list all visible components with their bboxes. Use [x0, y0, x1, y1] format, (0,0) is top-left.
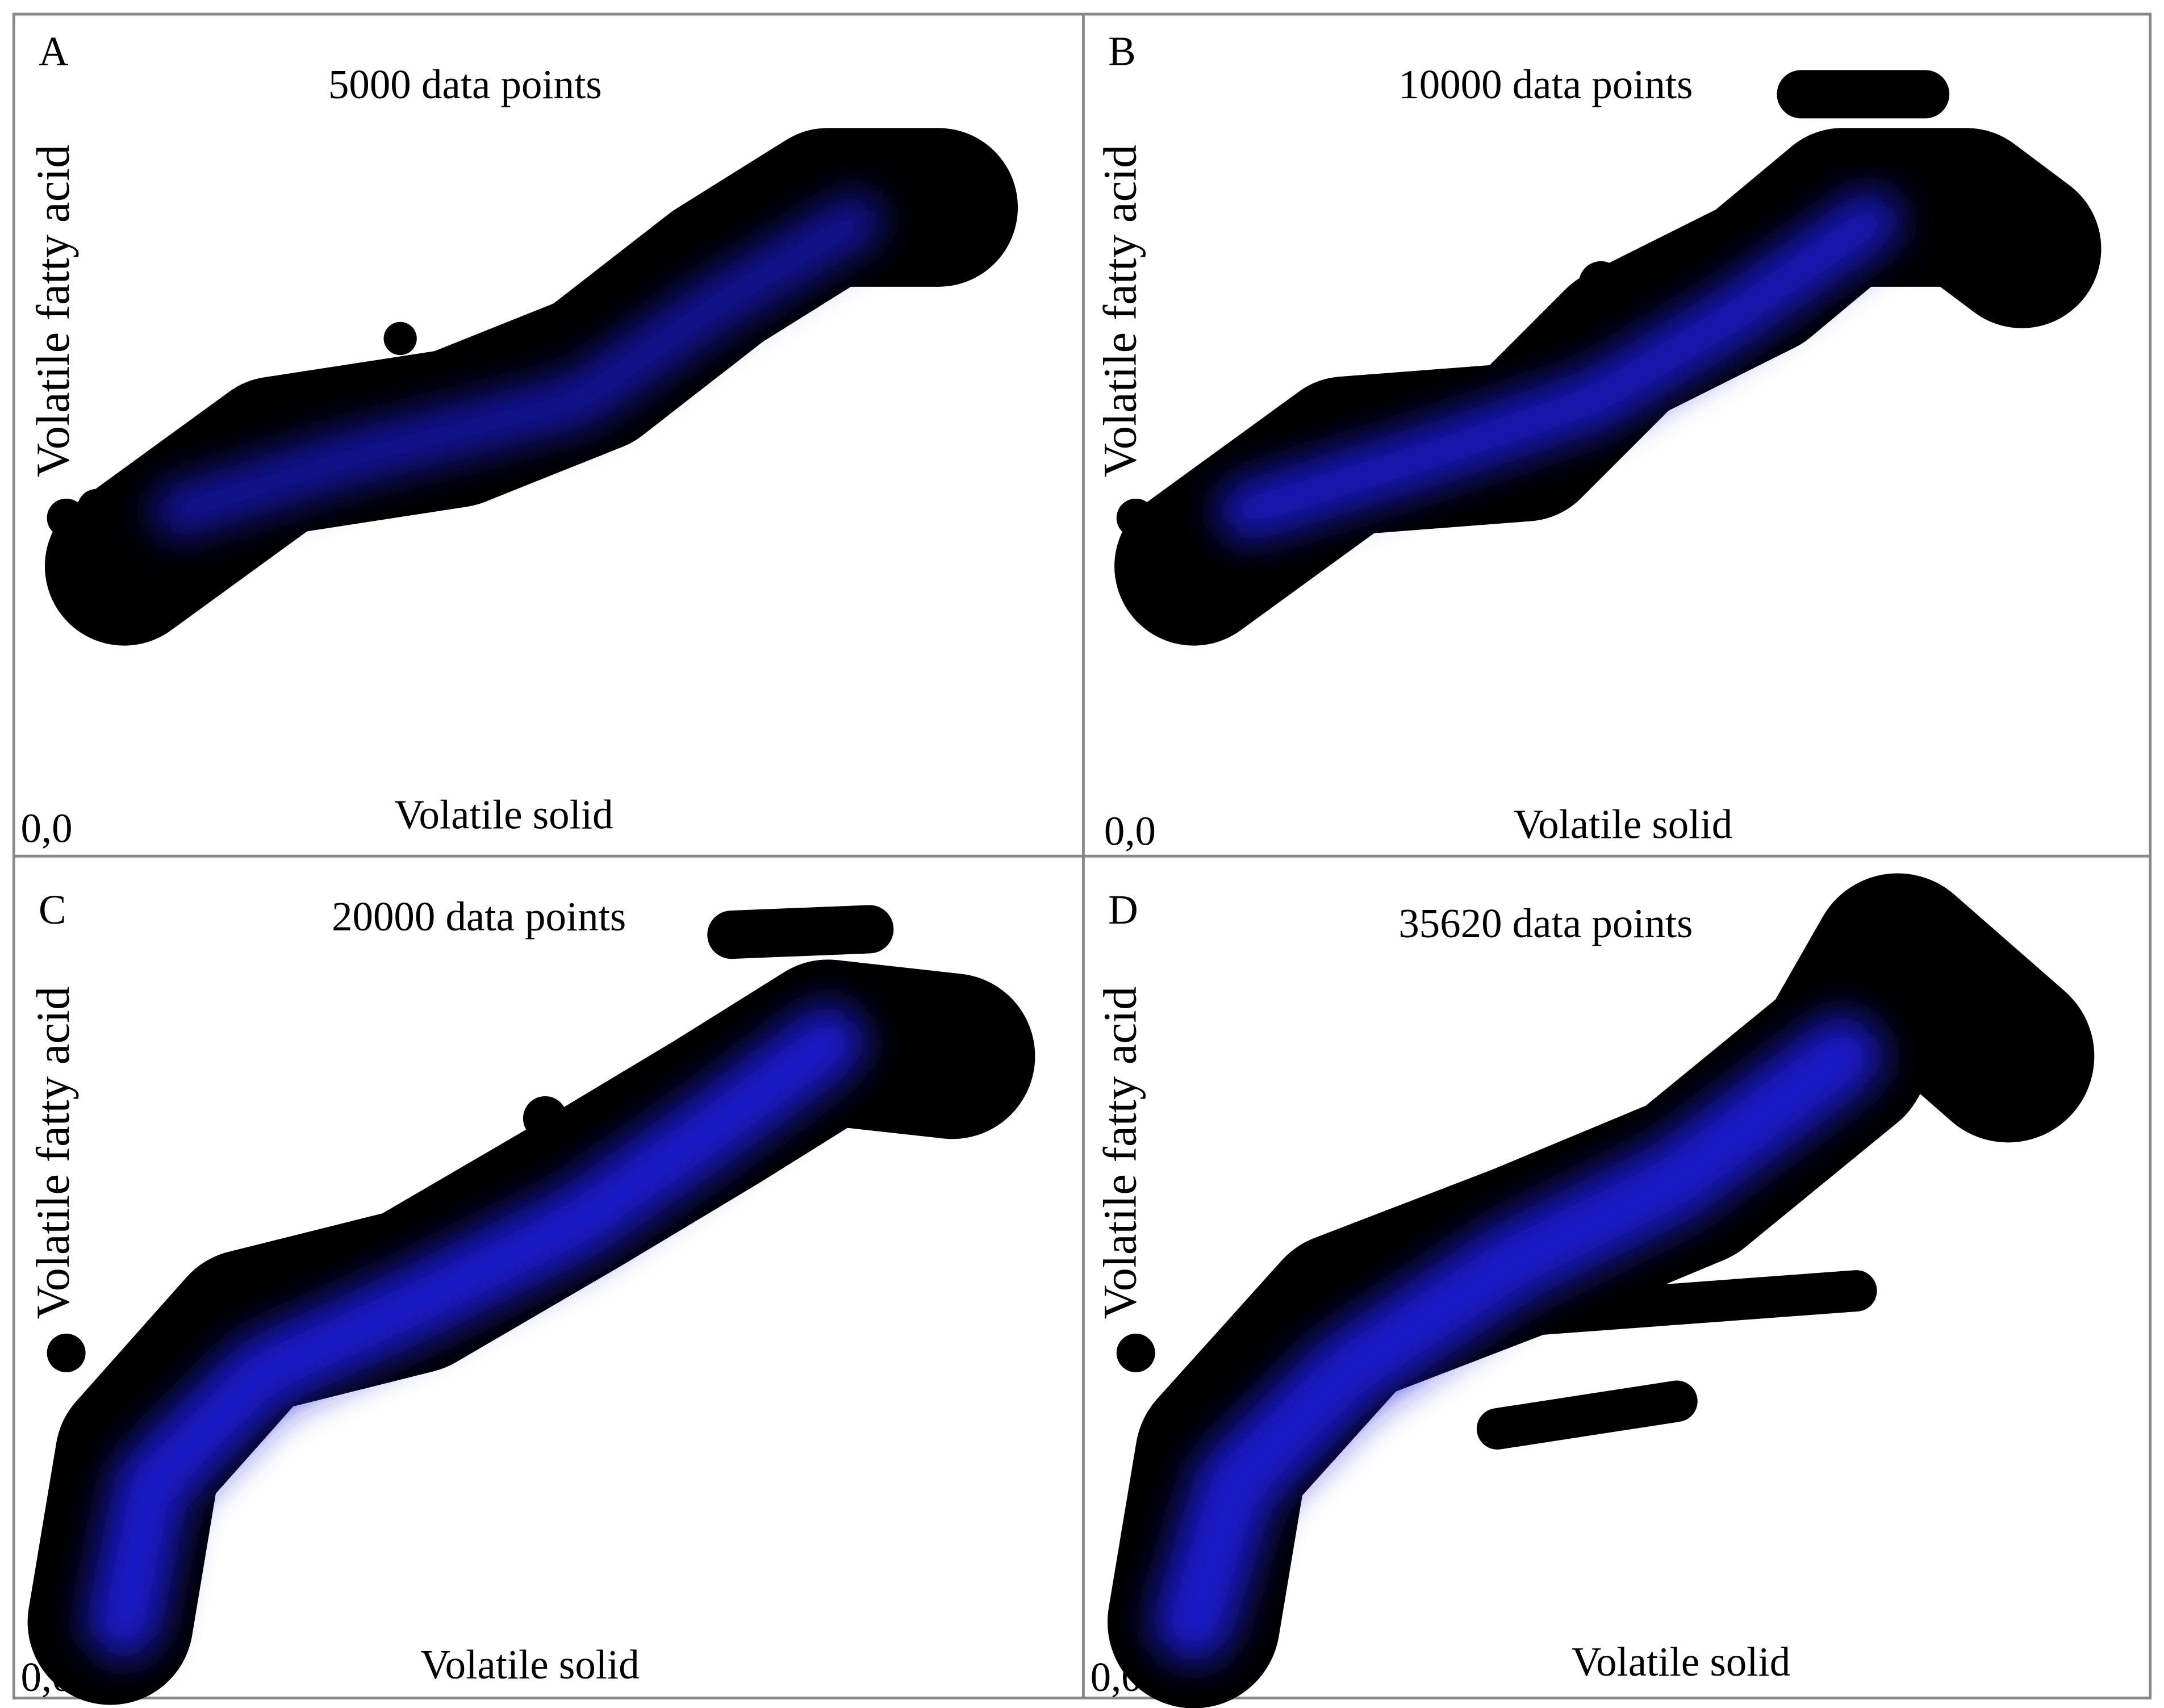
- glow: [1152, 1014, 1884, 1664]
- panel-letter: D: [1108, 887, 1138, 933]
- blob: [47, 498, 86, 537]
- panel-letter: C: [39, 887, 66, 933]
- origin-label: 0,0: [20, 805, 72, 851]
- origin-label: 0,0: [1091, 1654, 1142, 1700]
- origin-label: 0,0: [20, 1654, 72, 1700]
- blob: [1116, 1333, 1155, 1372]
- glow: [152, 193, 884, 539]
- x-axis-label: Volatile solid: [420, 1642, 639, 1688]
- blob: [707, 905, 894, 959]
- y-axis-label: Volatile fatty acid: [27, 144, 79, 477]
- labels: A 5000 data points Volatile fatty acid Vola…: [20, 28, 1790, 1700]
- y-axis-label: Volatile fatty acid: [27, 987, 79, 1319]
- glow: [1218, 190, 1902, 542]
- x-axis-label: Volatile solid: [1572, 1639, 1790, 1685]
- panel-title: 5000 data points: [328, 61, 602, 107]
- glow: [86, 1004, 866, 1660]
- blob: [383, 321, 417, 356]
- density-plot: [44, 128, 1018, 646]
- blob: [523, 1096, 567, 1141]
- panel-title: 10000 data points: [1398, 61, 1693, 107]
- blob: [77, 488, 116, 528]
- panel-letter: A: [39, 28, 69, 74]
- x-axis-label: Volatile solid: [394, 791, 613, 837]
- density-plot: [27, 905, 1035, 1705]
- blob: [1463, 1270, 1877, 1450]
- panel-title: 20000 data points: [332, 893, 626, 939]
- x-axis-label: Volatile solid: [1514, 801, 1732, 847]
- density-plot: [1107, 873, 2095, 1708]
- blob: [1578, 261, 1623, 306]
- y-axis-label: Volatile fatty acid: [1093, 987, 1146, 1319]
- blob: [1116, 498, 1155, 537]
- panel-title: 35620 data points: [1398, 900, 1693, 946]
- density-plot: [1114, 70, 2102, 646]
- blob: [47, 1333, 86, 1372]
- panel-letter: B: [1108, 28, 1136, 74]
- y-axis-label: Volatile fatty acid: [1093, 144, 1146, 477]
- panel-frames: [12, 12, 2152, 1699]
- origin-label: 0,0: [1104, 808, 1156, 854]
